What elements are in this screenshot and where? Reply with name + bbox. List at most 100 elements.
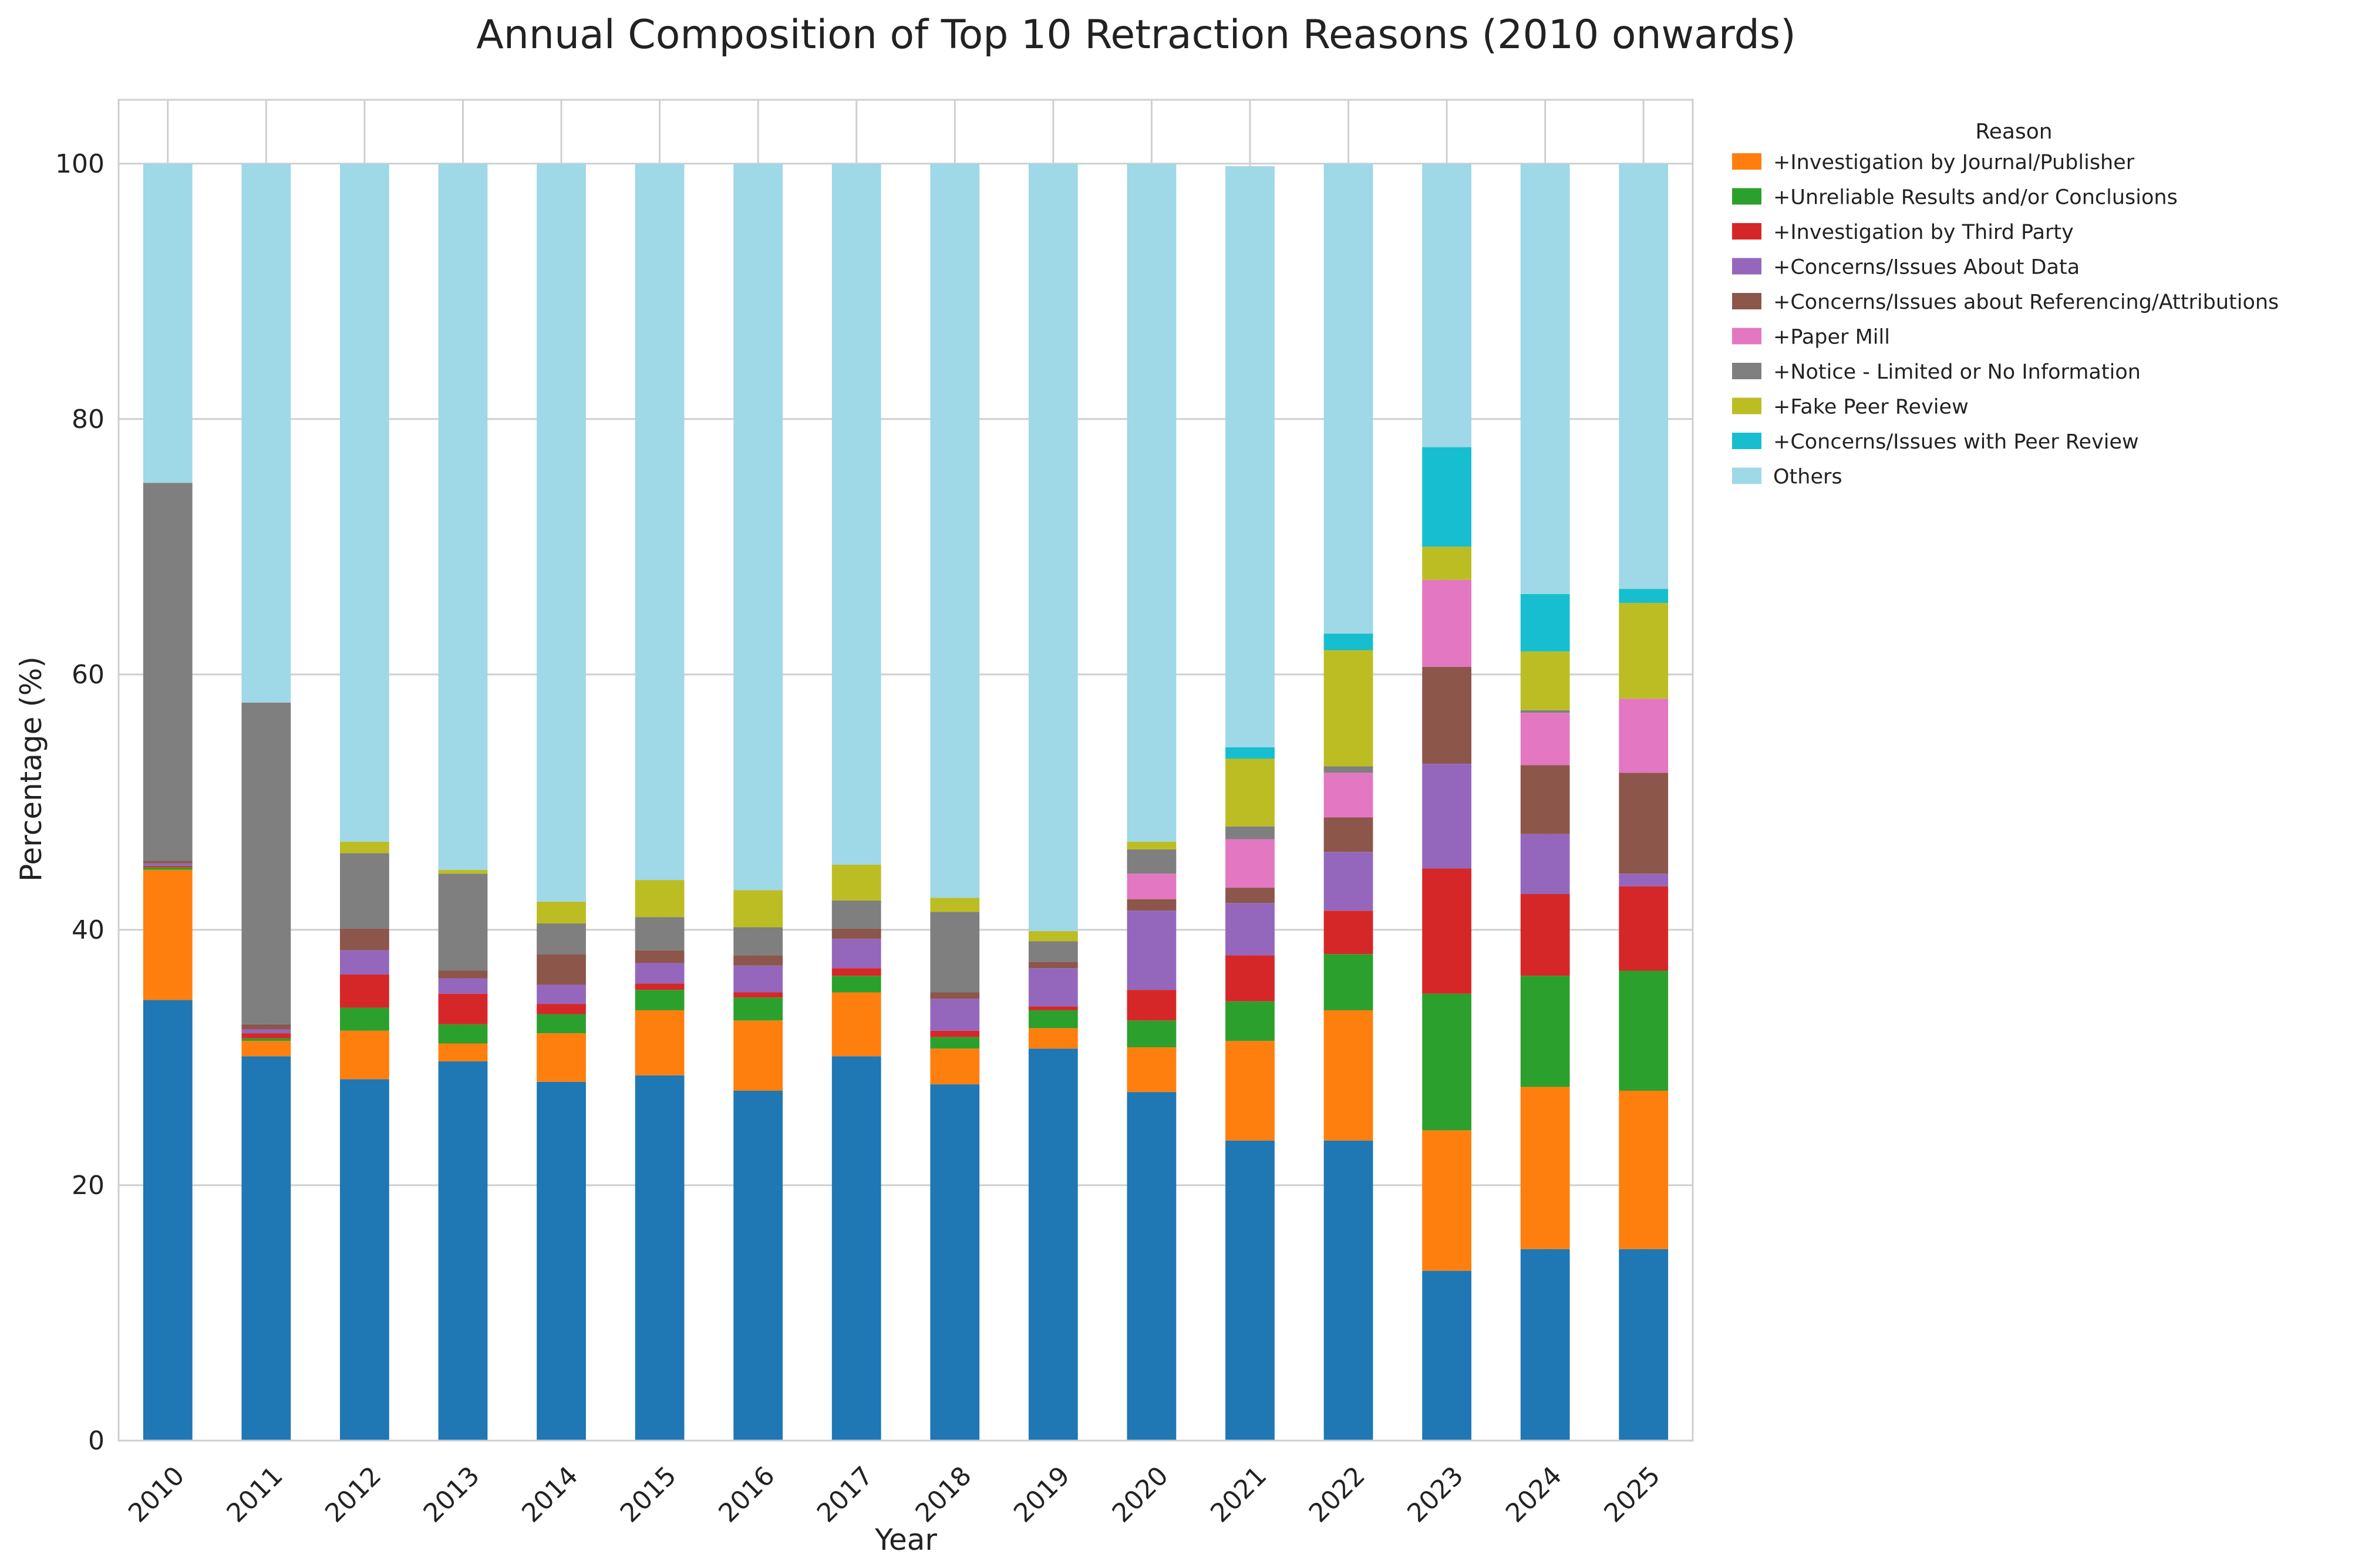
bar-segment-2025--concerns-issues-with-peer-review [1619,589,1669,603]
legend-swatch [1732,397,1761,414]
legend-entry: +Concerns/Issues about Referencing/Attri… [1773,291,2279,314]
bar-segment-2017--unreliable-results-and-or-conclusions [831,976,881,993]
bar-segment-2012--investigation-by-third-party [340,974,389,1008]
bar-segment-2023-others [1422,163,1471,447]
bar-segment-2020--unreliable-results-and-or-conclusions [1127,1020,1177,1048]
bar-segment-2015--concerns-issues-about-referencing-attributions [635,950,685,963]
bar-segment-2025--concerns-issues-about-referencing-attributions [1619,773,1669,874]
bar-segment-2015--unreliable-results-and-or-conclusions [635,990,685,1010]
x-axis-ticks: 2010 2011 2012 2013 2014 2015 2016 2017 2018 2019… [123,1461,1666,1528]
bar-segment-2022--paper-mill [1323,773,1373,818]
y-tick-label: 60 [72,660,105,690]
bar-segment-2019--concerns-issues-about-data [1028,968,1078,1007]
bar-segment-2019--notice-limited-or-no-information [1028,941,1078,962]
x-tick-label: 2019 [1008,1461,1076,1528]
bar-segment-2023--investigation-by-third-party [1422,868,1471,994]
bar-segment-2024--concerns-issues-about-referencing-attributions [1520,765,1570,834]
x-tick-label: 2014 [516,1461,584,1528]
bar-segment-2015--investigation-by-journal-publisher [635,1010,685,1075]
bar-segment-2024--fake-peer-review [1520,651,1570,710]
bar-segment-2012--unreliable-results-and-or-conclusions [340,1007,389,1031]
bar-segment-2012--investigation-by-journal-publisher [340,1030,389,1080]
bar-segment-2017--investigation-by-journal-publisher [831,992,881,1057]
legend-title: Reason [1975,120,2052,144]
x-tick-label: 2013 [418,1461,486,1528]
bar-segment-2013--investigation-by-third-party [438,993,488,1024]
bar-segment-2016--concerns-issues-about-data [733,965,783,993]
legend-swatch [1732,153,1761,170]
bar-segment-2015-others [635,163,685,881]
bar-segment-2013-others [438,163,488,870]
bar-segment-2012--notice-limited-or-no-information [340,853,389,929]
bar-segment-2017--investigation-by-third-party [831,968,881,976]
bar-segment-2018--concerns-issues-about-referencing-attributions [930,992,980,999]
bar-segment-2010--investigation-by-third-party [143,866,193,868]
bar-segment-2016--concerns-issues-about-referencing-attributions [733,955,783,966]
bar-segment-2021--unreliable-results-and-or-conclusions [1225,1001,1275,1041]
x-tick-label: 2015 [615,1461,682,1528]
x-tick-label: 2011 [221,1461,289,1528]
bar-segment-2010-series-0 [143,1000,193,1441]
bar-segment-2023--investigation-by-journal-publisher [1422,1130,1471,1271]
bar-segment-2011--concerns-issues-about-data [241,1029,291,1034]
legend-swatch [1732,467,1761,484]
bar-segment-2020-others [1127,163,1177,842]
bar-segment-2025--concerns-issues-about-data [1619,874,1669,886]
y-tick-label: 80 [72,404,105,434]
bar-segment-2020-series-0 [1127,1092,1177,1441]
bar-segment-2011--investigation-by-journal-publisher [241,1041,291,1057]
legend-entry: Others [1773,466,1842,489]
bar-segment-2018--notice-limited-or-no-information [930,912,980,993]
bar-segment-2019-series-0 [1028,1048,1078,1441]
legend-swatch [1732,188,1761,205]
bar-segment-2022-series-0 [1323,1140,1373,1441]
bar-segment-2019--unreliable-results-and-or-conclusions [1028,1010,1078,1029]
bar-segment-2023--concerns-issues-with-peer-review [1422,447,1471,547]
bar-segment-2025--unreliable-results-and-or-conclusions [1619,970,1669,1091]
bar-segment-2015--notice-limited-or-no-information [635,917,685,950]
bar-segment-2010--investigation-by-journal-publisher [143,869,193,1000]
bar-segment-2010--concerns-issues-about-referencing-attributions [143,861,193,864]
bar-segment-2012--concerns-issues-about-referencing-attributions [340,928,389,950]
legend-swatch [1732,258,1761,275]
bar-segment-2015--investigation-by-third-party [635,983,685,990]
bar-segment-2020--paper-mill [1127,874,1177,899]
bar-segment-2024--investigation-by-journal-publisher [1520,1087,1570,1249]
x-tick-label: 2024 [1500,1461,1568,1528]
bar-segment-2025-others [1619,163,1669,589]
bar-segment-2013--investigation-by-journal-publisher [438,1043,488,1061]
legend-swatch [1732,433,1761,449]
bar-segment-2013--fake-peer-review [438,869,488,874]
bar-segment-2018--unreliable-results-and-or-conclusions [930,1037,980,1049]
bar-segment-2014--notice-limited-or-no-information [537,923,586,955]
bar-segment-2022--concerns-issues-about-data [1323,852,1373,911]
bar-segment-2022-others [1323,163,1373,634]
legend-entry: +Concerns/Issues with Peer Review [1773,430,2139,454]
x-tick-label: 2022 [1303,1461,1371,1528]
bar-segment-2019--fake-peer-review [1028,931,1078,942]
bar-segment-2014--concerns-issues-about-referencing-attributions [537,954,586,985]
legend-swatch [1732,293,1761,309]
stacked-bars [143,163,1669,1441]
bar-segment-2013--unreliable-results-and-or-conclusions [438,1024,488,1044]
bar-segment-2016--investigation-by-third-party [733,992,783,998]
chart-title: Annual Composition of Top 10 Retraction … [476,12,1795,58]
x-tick-label: 2025 [1598,1461,1666,1528]
bar-segment-2024--investigation-by-third-party [1520,893,1570,976]
bar-segment-2024--concerns-issues-with-peer-review [1520,594,1570,652]
bar-segment-2018-series-0 [930,1084,980,1441]
legend-entry: +Unreliable Results and/or Conclusions [1773,186,2178,210]
bar-segment-2020--concerns-issues-about-data [1127,911,1177,990]
bar-segment-2017--concerns-issues-about-data [831,939,881,969]
bar-segment-2017-series-0 [831,1056,881,1441]
bar-segment-2024--paper-mill [1520,713,1570,766]
bar-segment-2020--concerns-issues-about-referencing-attributions [1127,899,1177,911]
bar-segment-2018--investigation-by-third-party [930,1030,980,1037]
bar-segment-2021--investigation-by-journal-publisher [1225,1041,1275,1141]
bar-segment-2021-others [1225,166,1275,747]
bar-segment-2021--paper-mill [1225,839,1275,888]
y-tick-label: 100 [55,149,105,179]
bar-segment-2016-others [733,163,783,891]
bar-segment-2021--concerns-issues-with-peer-review [1225,747,1275,759]
bar-segment-2024--unreliable-results-and-or-conclusions [1520,976,1570,1087]
